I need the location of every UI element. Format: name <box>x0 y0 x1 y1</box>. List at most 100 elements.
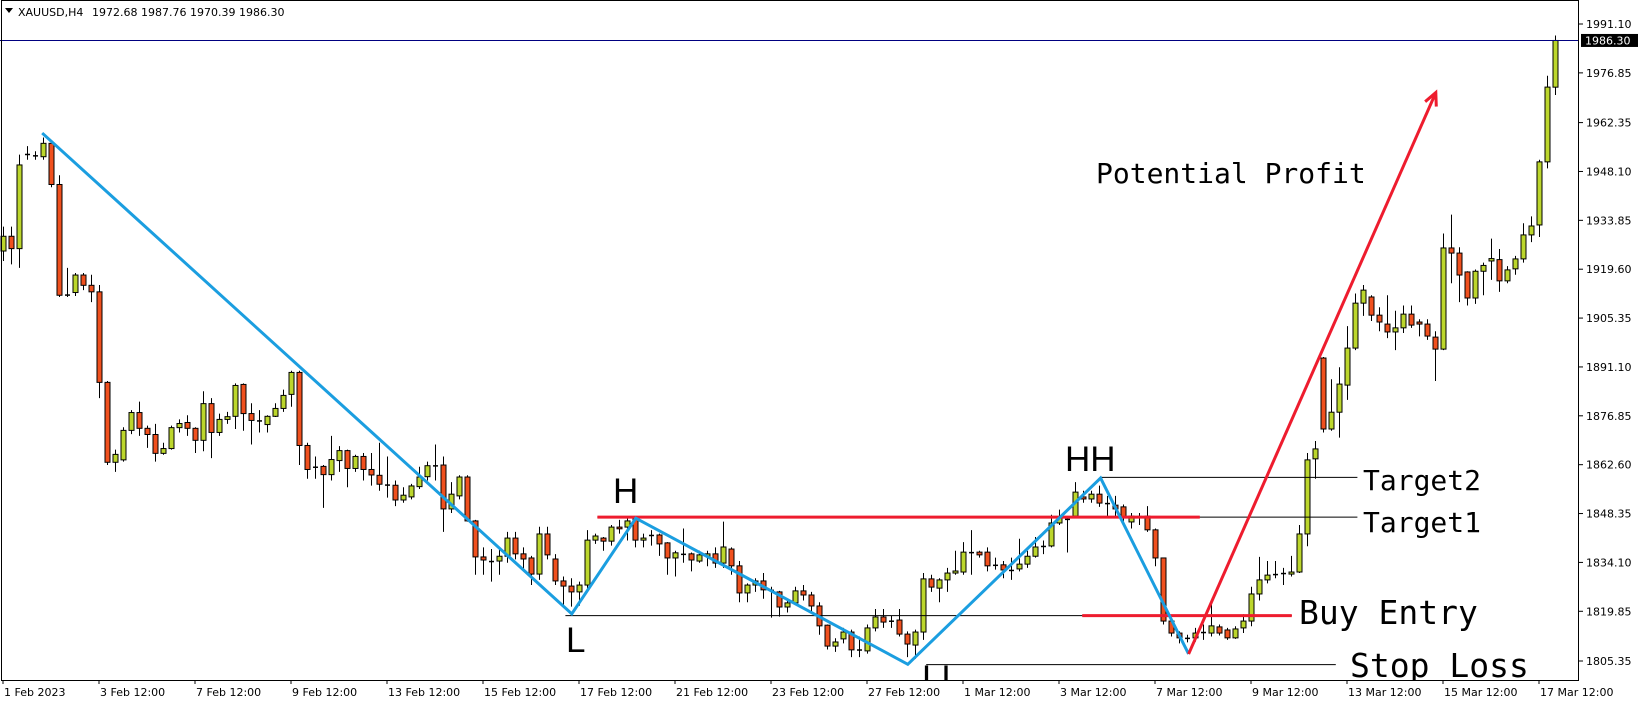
candle <box>672 550 679 577</box>
time-axis-area <box>0 681 1643 704</box>
levels-layer <box>565 476 1358 666</box>
candle-body-bear <box>800 590 807 596</box>
candle-body-bear <box>1424 323 1431 337</box>
zigzag-line[interactable] <box>41 131 1190 667</box>
time-tick-label: 27 Feb 12:00 <box>868 686 940 699</box>
candle <box>1216 624 1223 636</box>
candle <box>1048 514 1055 548</box>
candle <box>568 578 575 607</box>
candle-body-bear <box>96 291 103 383</box>
candle <box>224 411 231 424</box>
candle-body-bear <box>1416 321 1423 325</box>
candle <box>1480 262 1487 296</box>
candle-body-bear <box>1152 529 1159 559</box>
candle <box>1488 238 1495 280</box>
time-tick-label: 23 Feb 12:00 <box>772 686 844 699</box>
candle <box>433 444 438 481</box>
candle-body-bear <box>560 580 567 587</box>
candle <box>528 555 535 586</box>
candle-body-bear <box>1408 313 1415 326</box>
candle-body-bull <box>784 602 791 608</box>
candle-body-bear <box>984 551 991 567</box>
price-tick-label: 1948.10 <box>1586 165 1632 178</box>
candle-body-bull <box>328 459 335 476</box>
candle <box>744 583 751 603</box>
candle <box>1296 525 1303 574</box>
candle-body-bull <box>864 627 871 652</box>
candle-body-bull <box>920 578 927 633</box>
candle-body-bear <box>152 433 159 454</box>
time-tick-label: 3 Mar 12:00 <box>1060 686 1126 699</box>
candle <box>1152 528 1159 567</box>
header-ohlc: 1972.68 1987.76 1970.39 1986.30 <box>92 6 284 19</box>
candle-body-bull <box>264 415 271 426</box>
candle-body-bull <box>1232 628 1239 639</box>
time-tick-label: 17 Mar 12:00 <box>1540 686 1613 699</box>
candle <box>16 154 23 268</box>
candle <box>656 533 663 556</box>
candle <box>8 226 15 265</box>
candle <box>360 453 367 481</box>
candle-body-bear <box>848 631 855 651</box>
candle-body-bear <box>1216 626 1223 634</box>
candle-body-bear <box>8 235 15 250</box>
candle-body-bear <box>344 450 351 469</box>
candle <box>1368 295 1375 321</box>
label-target2: Target2 <box>1363 464 1481 497</box>
candle-body-bull <box>1264 574 1271 581</box>
candle-body-bull <box>1488 258 1495 262</box>
candle <box>1256 556 1263 601</box>
candle-body-bear <box>1120 506 1127 518</box>
time-tick-label: 13 Mar 12:00 <box>1348 686 1421 699</box>
label-higher-high: HH <box>1065 440 1116 479</box>
candle-body-bear <box>1384 323 1391 333</box>
header-symbol: XAUUSD,H4 <box>18 6 83 19</box>
price-tick-label: 1933.85 <box>1586 214 1632 227</box>
candle-body-bear <box>472 520 479 558</box>
candle <box>1024 550 1031 568</box>
candle-body-bull <box>1288 571 1295 575</box>
candle-body-bull <box>1360 289 1367 304</box>
candle-body-bear <box>776 591 783 608</box>
candle <box>40 137 47 160</box>
candle-body-bull <box>1520 234 1527 260</box>
candle-body-bull <box>1352 302 1359 349</box>
candle-body-bear <box>376 474 383 485</box>
candle <box>1432 331 1439 382</box>
candle <box>257 410 262 433</box>
candle <box>496 549 503 575</box>
candle <box>1160 557 1167 625</box>
candle <box>80 272 87 291</box>
label-potential-profit: Potential Profit <box>1096 157 1366 190</box>
candle-body-bull <box>1048 522 1055 547</box>
candle-body-bear <box>1160 557 1167 622</box>
candle-body-bear <box>1456 252 1463 276</box>
candle-body-bull <box>624 520 631 528</box>
candle <box>400 487 407 503</box>
candle-body-bear <box>1376 314 1383 323</box>
candle-body-bear <box>1320 357 1327 430</box>
candle <box>1520 223 1527 263</box>
triangle-down-icon[interactable] <box>5 8 13 13</box>
candle <box>512 531 519 560</box>
candle-body-bull <box>128 412 135 431</box>
candle-body-bear <box>392 484 399 501</box>
candle <box>993 557 998 570</box>
candle-body-bull <box>1544 86 1551 163</box>
candle <box>1544 75 1551 169</box>
candle <box>112 449 119 472</box>
candle-body-bull <box>944 572 951 581</box>
candle-body-bull <box>40 142 47 158</box>
candle <box>969 530 974 575</box>
candle <box>1400 305 1407 333</box>
candle <box>184 415 191 436</box>
candle <box>280 389 287 412</box>
candle <box>912 629 919 659</box>
candle-body-bull <box>232 384 239 417</box>
arrow-shaft[interactable] <box>1187 91 1438 655</box>
candle <box>480 547 487 575</box>
candle-body-bull <box>576 584 583 593</box>
candle-body-bear <box>464 476 471 522</box>
